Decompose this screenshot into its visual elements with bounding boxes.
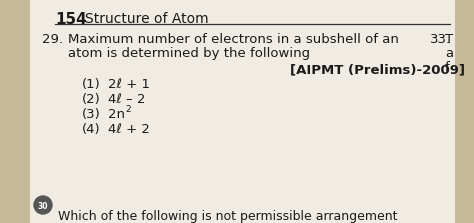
Text: 30: 30: [38, 202, 48, 211]
Text: 29.: 29.: [42, 33, 63, 46]
Text: atom is determined by the following: atom is determined by the following: [68, 47, 310, 60]
Text: 2n: 2n: [108, 108, 125, 121]
Text: (1): (1): [82, 78, 101, 91]
Text: a: a: [445, 47, 453, 60]
Text: 2ℓ + 1: 2ℓ + 1: [108, 78, 150, 91]
Text: (2): (2): [82, 93, 101, 106]
Text: (3): (3): [82, 108, 101, 121]
Text: (4): (4): [82, 123, 100, 136]
Text: Structure of Atom: Structure of Atom: [85, 12, 209, 26]
Circle shape: [34, 196, 52, 214]
Text: T: T: [445, 33, 453, 46]
Text: 2: 2: [125, 105, 131, 114]
Text: [AIPMT (Prelims)-2009]: [AIPMT (Prelims)-2009]: [290, 63, 465, 76]
Text: 33.: 33.: [430, 33, 451, 46]
Text: Which of the following is not permissible arrangement: Which of the following is not permissibl…: [58, 210, 398, 223]
Text: f: f: [445, 61, 450, 74]
Text: 4ℓ + 2: 4ℓ + 2: [108, 123, 150, 136]
Text: Maximum number of electrons in a subshell of an: Maximum number of electrons in a subshel…: [68, 33, 399, 46]
Text: 4ℓ – 2: 4ℓ – 2: [108, 93, 146, 106]
Text: 154: 154: [55, 12, 87, 27]
